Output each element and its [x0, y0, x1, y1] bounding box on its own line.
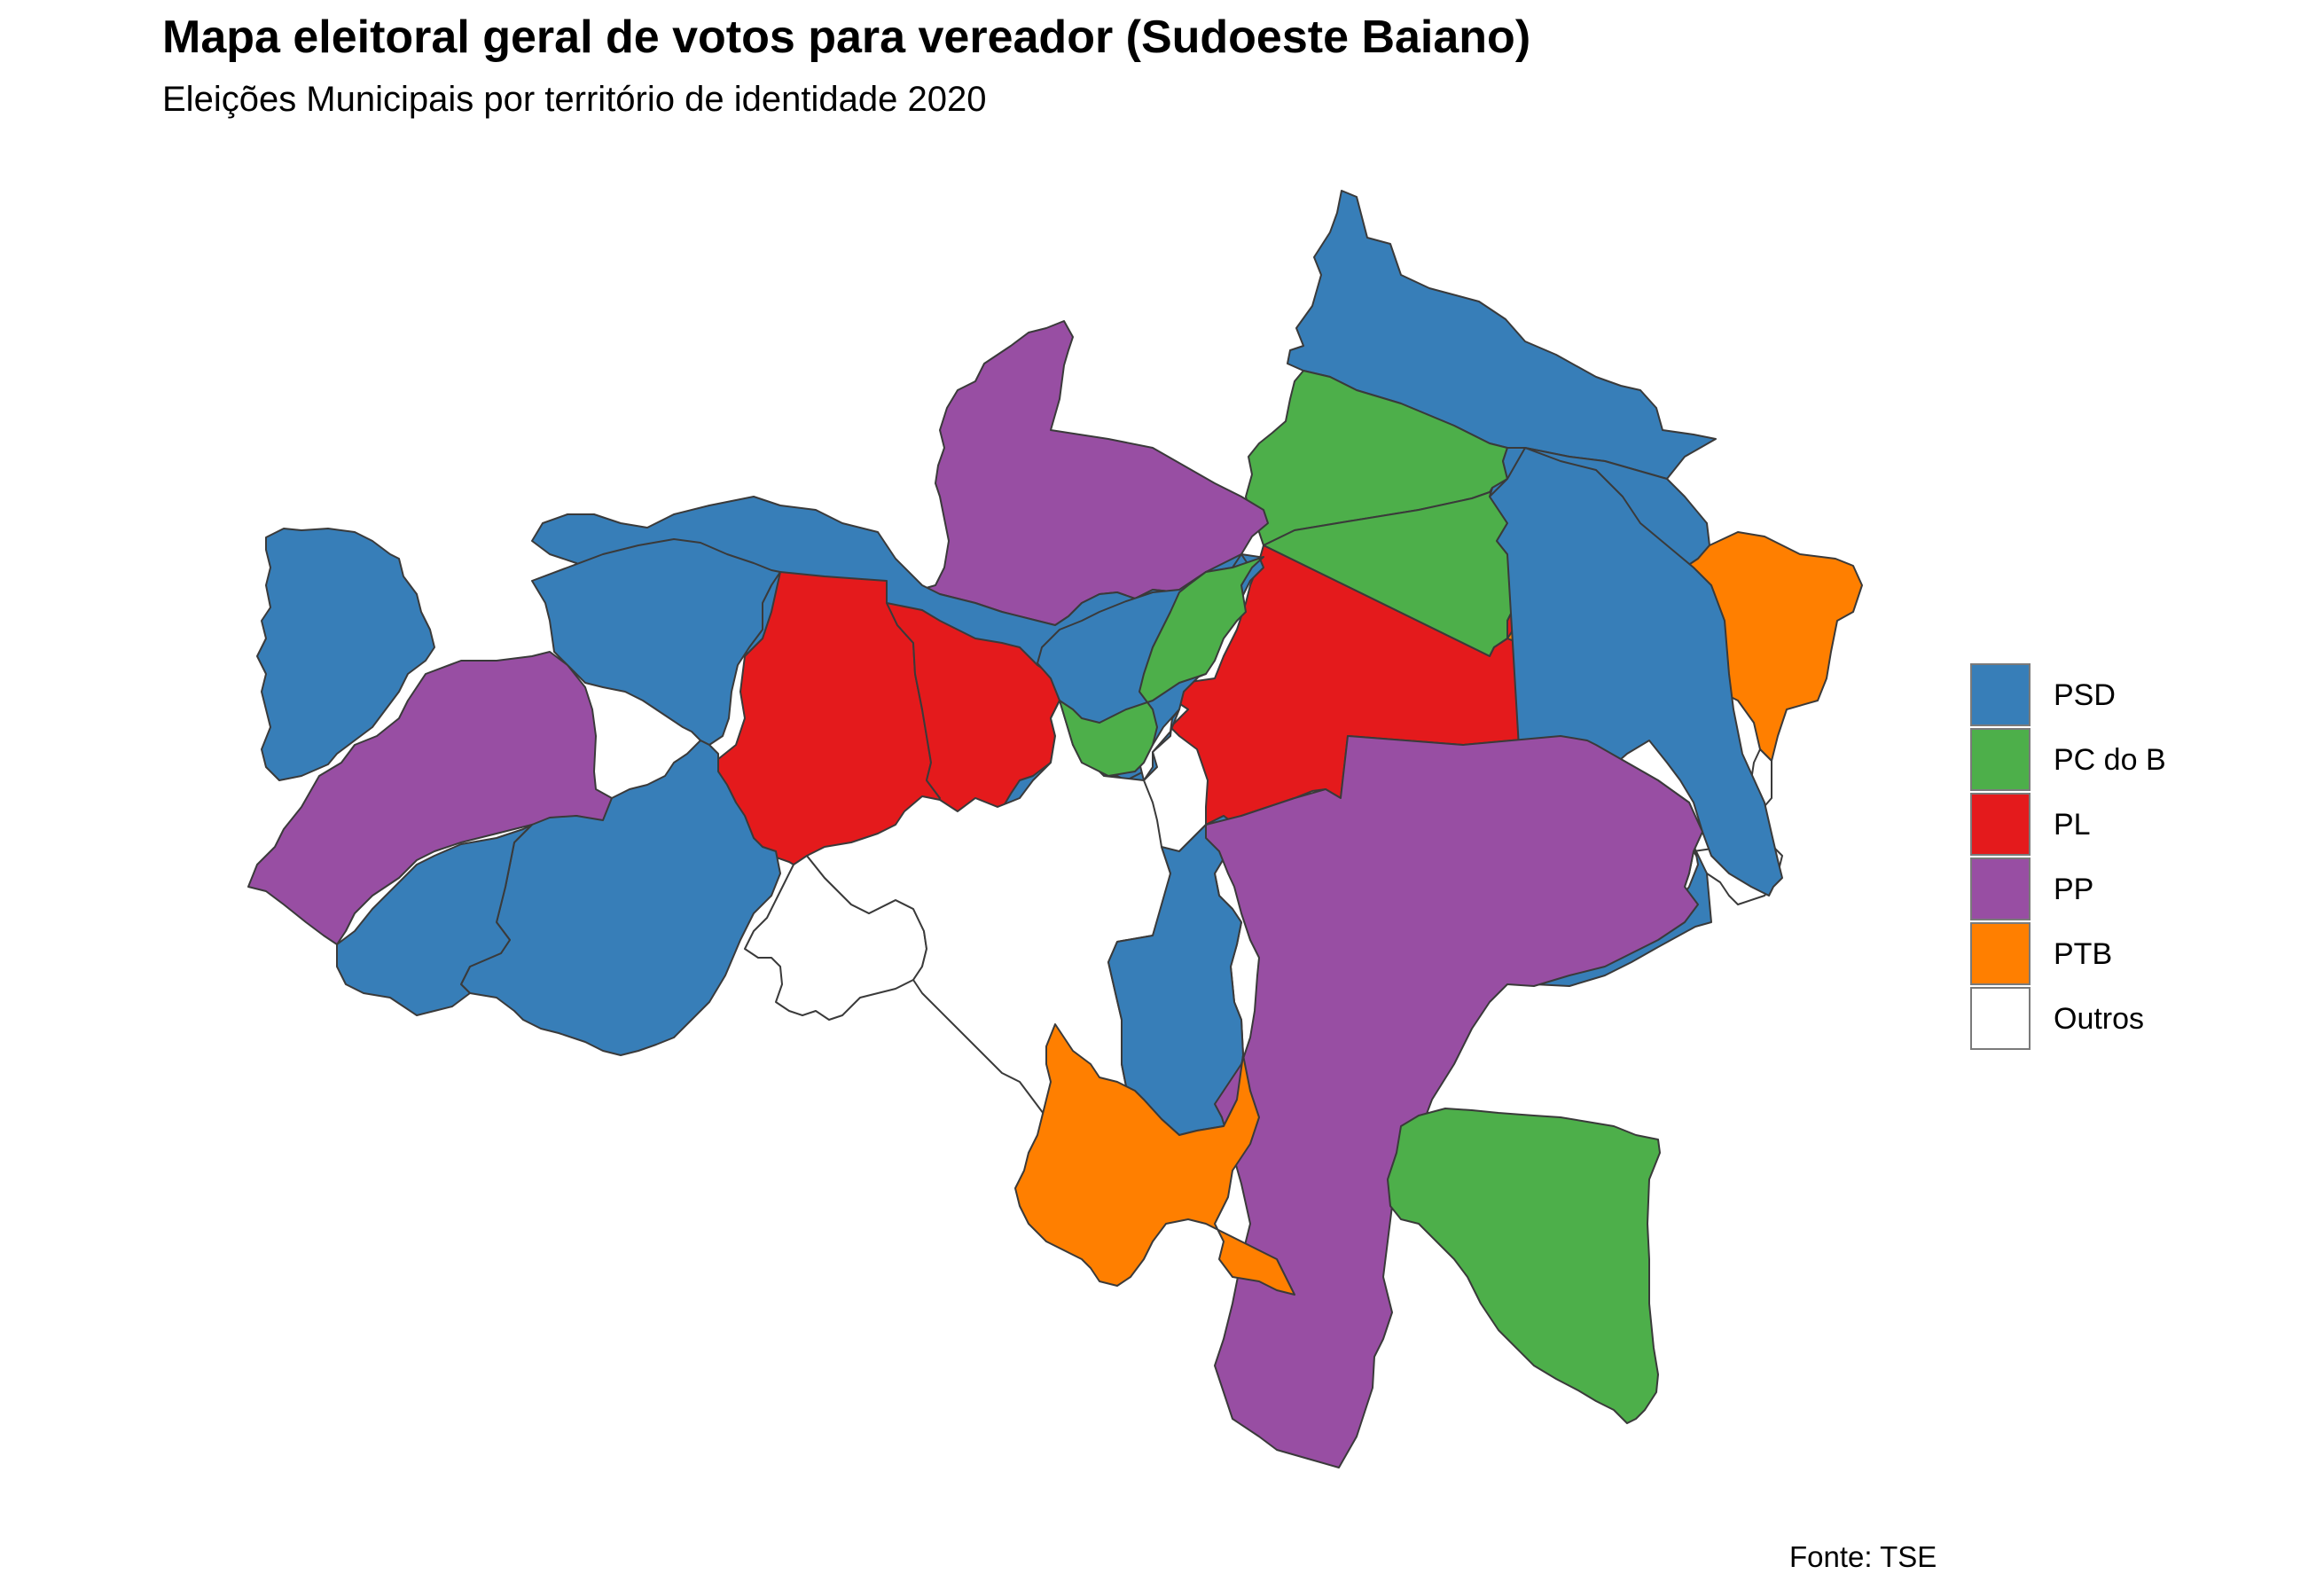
map-title: Mapa eleitoral geral de votos para verea…	[162, 12, 1531, 63]
legend-swatch	[1970, 793, 2031, 856]
legend-swatch	[1970, 922, 2031, 985]
source-caption: Fonte: TSE	[1789, 1540, 1937, 1573]
legend-swatch	[1970, 728, 2031, 791]
municipality-region	[1205, 735, 1703, 1468]
municipality-region	[1387, 1108, 1661, 1424]
legend-label: Outros	[2054, 1002, 2145, 1036]
map-subtitle: Eleições Municipais por território de id…	[162, 80, 987, 119]
municipality-region	[1014, 1023, 1295, 1296]
municipality-region	[1059, 556, 1264, 777]
legend-label: PL	[2054, 808, 2091, 842]
legend-label: PC do B	[2054, 743, 2166, 777]
municipality-region	[247, 651, 626, 945]
municipality-region	[256, 528, 435, 781]
legend-swatch	[1970, 857, 2031, 920]
legend-swatch	[1970, 987, 2031, 1050]
legend-label: PP	[2054, 873, 2094, 906]
legend-label: PTB	[2054, 937, 2113, 971]
municipality-region	[336, 824, 533, 1016]
legend-label: PSD	[2054, 678, 2116, 712]
municipality-region	[531, 538, 781, 746]
legend-swatch	[1970, 663, 2031, 726]
